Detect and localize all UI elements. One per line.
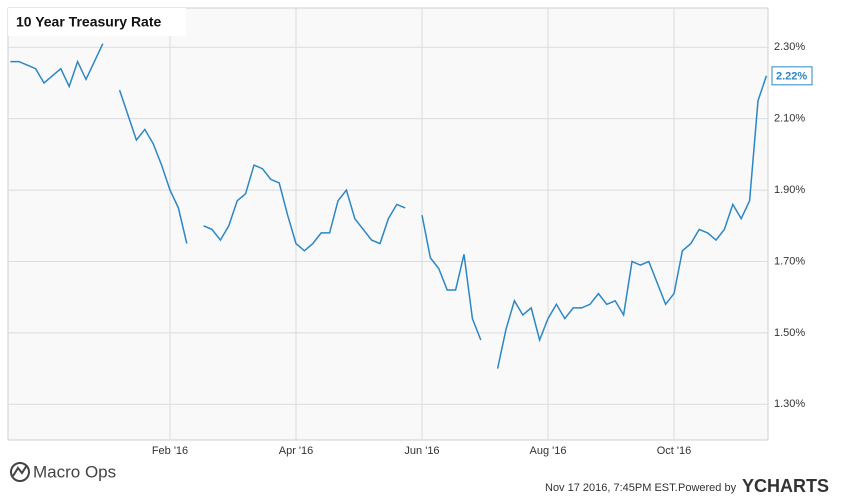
plot-area: [7, 7, 769, 441]
x-tick-label: Jun '16: [404, 445, 439, 457]
y-tick-label: 1.50%: [774, 327, 805, 339]
chart-title: 10 Year Treasury Rate: [16, 14, 162, 30]
last-value-label: 2.22%: [776, 71, 807, 83]
line: [10, 43, 768, 369]
x-tick-label: Oct '16: [657, 445, 692, 457]
grid: [8, 8, 768, 440]
powered-by: Powered by: [678, 482, 737, 494]
timestamp: Nov 17 2016, 7:45PM EST.: [545, 482, 678, 494]
y-tick-label: 2.10%: [774, 113, 805, 125]
y-tick-label: 1.90%: [774, 184, 805, 196]
y-tick-label: 1.70%: [774, 255, 805, 267]
x-tick-label: Apr '16: [279, 445, 314, 457]
last-value-box: [771, 66, 813, 86]
brand[interactable]: YCHARTS: [742, 476, 829, 496]
watermark-logo: Macro Ops: [10, 462, 116, 482]
x-tick-label: Feb '16: [152, 445, 188, 457]
x-tick-label: Aug '16: [530, 445, 567, 457]
title-bg: [8, 8, 186, 36]
y-tick-label: 2.30%: [774, 41, 805, 53]
y-tick-label: 1.30%: [774, 398, 805, 410]
watermark: Macro Ops: [33, 462, 116, 481]
